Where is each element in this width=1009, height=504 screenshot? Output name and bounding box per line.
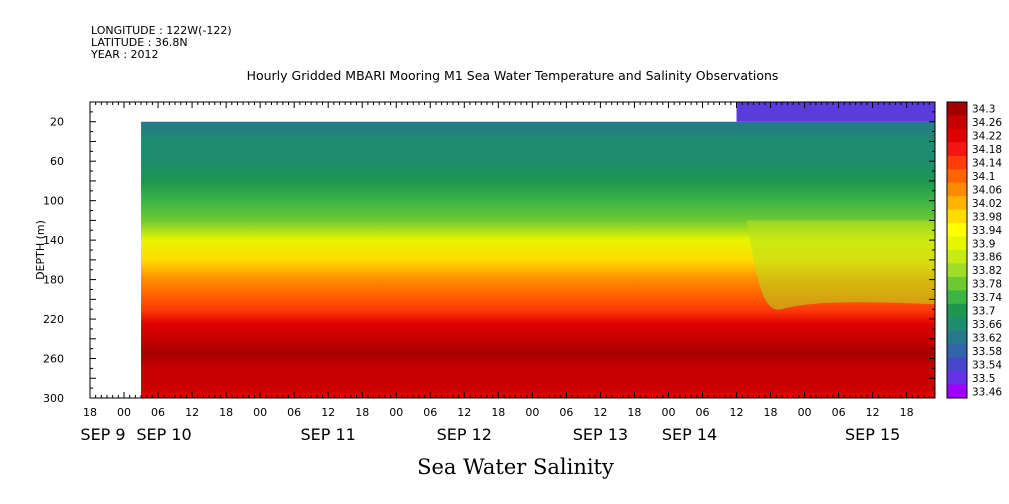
colorbar-label: 33.98 <box>972 211 1002 223</box>
y-tick-label: 20 <box>50 116 64 129</box>
colorbar-label: 34.3 <box>972 104 995 116</box>
x-hour-label: 06 <box>559 406 573 419</box>
colorbar-label: 34.22 <box>972 131 1002 143</box>
colorbar-label: 33.62 <box>972 332 1002 344</box>
x-hour-label: 00 <box>798 406 812 419</box>
colorbar-cell <box>947 384 967 399</box>
colorbar-cell <box>947 182 967 197</box>
x-hour-label: 12 <box>866 406 880 419</box>
y-tick-label: 220 <box>43 313 64 326</box>
colorbar: 34.334.2634.2234.1834.1434.134.0634.0233… <box>946 101 1002 399</box>
x-hour-label: 12 <box>321 406 335 419</box>
colorbar-label: 33.74 <box>972 292 1002 304</box>
x-hour-label: 18 <box>491 406 505 419</box>
colorbar-cell <box>947 371 967 385</box>
x-hour-label: 18 <box>900 406 914 419</box>
colorbar-label: 34.02 <box>972 198 1002 210</box>
x-day-label: SEP 11 <box>301 425 356 444</box>
colorbar-cell <box>947 263 967 278</box>
x-day-label: SEP 13 <box>573 425 628 444</box>
x-day-label: SEP 15 <box>845 425 900 444</box>
x-hour-label: 06 <box>695 406 709 419</box>
colorbar-label: 34.26 <box>972 117 1002 129</box>
x-hour-label: 18 <box>627 406 641 419</box>
mixing-anomaly <box>746 220 935 310</box>
colorbar-label: 33.86 <box>972 252 1002 264</box>
surface-fresh-band <box>736 102 935 122</box>
x-hour-label: 12 <box>457 406 471 419</box>
y-tick-label: 60 <box>50 155 64 168</box>
axes: 20 60 100 140 180 220 260 300 DEPTH (m) 18 00 06 12 1… <box>34 101 936 444</box>
colorbar-label: 33.78 <box>972 279 1002 291</box>
footer-title: Sea Water Salinity <box>417 455 614 479</box>
x-hour-label: 00 <box>253 406 267 419</box>
colorbar-label: 34.18 <box>972 144 1002 156</box>
longitude-label: LONGITUDE : 122W(-122) <box>91 24 232 37</box>
x-hour-label: 06 <box>287 406 301 419</box>
colorbar-cell <box>947 209 967 224</box>
x-hour-label: 12 <box>185 406 199 419</box>
latitude-label: LATITUDE : 36.8N <box>91 36 188 49</box>
x-hour-label: 18 <box>355 406 369 419</box>
x-hour-label: 00 <box>389 406 403 419</box>
colorbar-cell <box>947 115 967 130</box>
colorbar-cell <box>947 303 967 318</box>
colorbar-label: 33.7 <box>972 306 995 318</box>
x-hour-label: 12 <box>593 406 607 419</box>
x-hour-label: 18 <box>83 406 97 419</box>
colorbar-cell <box>947 196 967 211</box>
colorbar-cell <box>947 223 967 237</box>
colorbar-label: 33.94 <box>972 225 1002 237</box>
colorbar-label: 34.06 <box>972 184 1002 196</box>
colorbar-cell <box>947 102 967 116</box>
x-hour-label: 12 <box>730 406 744 419</box>
colorbar-cell <box>947 317 967 332</box>
colorbar-cell <box>947 155 967 170</box>
x-hour-label: 06 <box>423 406 437 419</box>
colorbar-label: 33.9 <box>972 238 995 250</box>
colorbar-cell <box>947 142 967 157</box>
colorbar-cell <box>947 236 967 251</box>
x-day-label: SEP 10 <box>136 425 191 444</box>
colorbar-label: 33.58 <box>972 346 1002 358</box>
x-day-label: SEP 9 <box>80 425 125 444</box>
x-hour-label: 06 <box>832 406 846 419</box>
y-tick-label: 140 <box>43 234 64 247</box>
x-hour-label: 00 <box>525 406 539 419</box>
colorbar-cell <box>947 330 967 345</box>
colorbar-label: 33.46 <box>972 386 1002 398</box>
x-hour-label: 18 <box>219 406 233 419</box>
colorbar-label: 33.66 <box>972 319 1002 331</box>
x-hour-label: 18 <box>764 406 778 419</box>
colorbar-label: 33.5 <box>972 373 995 385</box>
colorbar-cell <box>947 357 967 372</box>
x-day-label: SEP 14 <box>662 425 717 444</box>
plot-area <box>141 102 935 398</box>
colorbar-frame <box>946 101 968 399</box>
y-tick-label: 300 <box>43 392 64 405</box>
colorbar-label: 33.82 <box>972 265 1002 277</box>
colorbar-cell <box>947 344 967 359</box>
colorbar-cell <box>947 276 967 291</box>
x-hour-label: 00 <box>661 406 675 419</box>
y-axis-label: DEPTH (m) <box>34 220 47 280</box>
y-tick-label: 100 <box>43 195 64 208</box>
x-hour-label: 06 <box>151 406 165 419</box>
colorbar-cell <box>947 290 967 305</box>
x-hour-label: 00 <box>117 406 131 419</box>
y-tick-label: 180 <box>43 274 64 287</box>
colorbar-label: 33.54 <box>972 359 1002 371</box>
y-tick-label: 260 <box>43 353 64 366</box>
chart-title: Hourly Gridded MBARI Mooring M1 Sea Wate… <box>246 68 779 83</box>
x-day-label: SEP 12 <box>437 425 492 444</box>
year-label: YEAR : 2012 <box>91 48 159 61</box>
colorbar-label: 34.1 <box>972 171 995 183</box>
colorbar-cell <box>947 169 967 184</box>
colorbar-cell <box>947 128 967 143</box>
colorbar-cell <box>947 250 967 264</box>
colorbar-label: 34.14 <box>972 158 1002 170</box>
